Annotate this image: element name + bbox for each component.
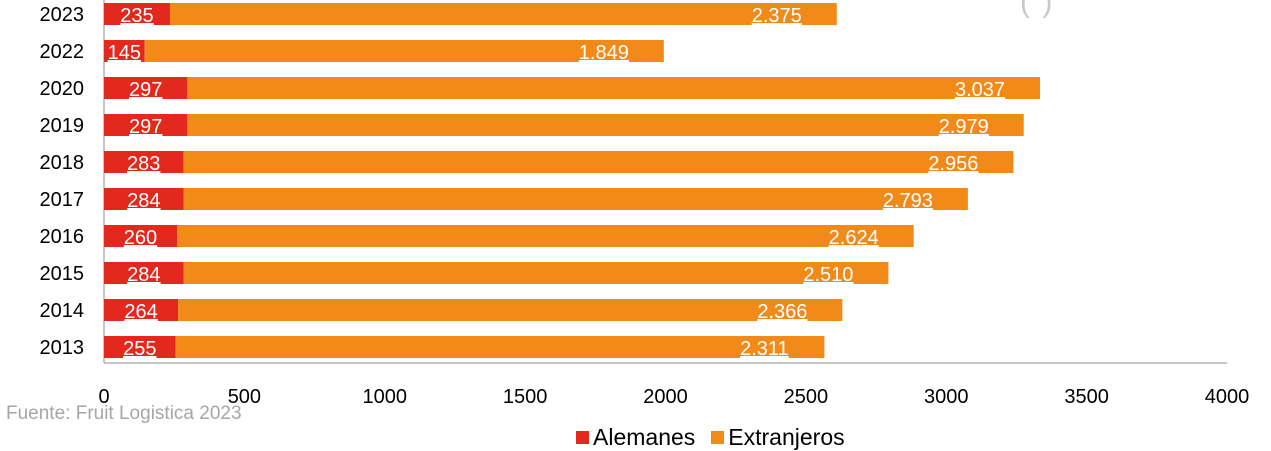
- source-note: Fuente: Fruit Logistica 2023: [6, 403, 242, 424]
- y-tick-label: 2018: [40, 152, 85, 174]
- x-tick-label: 500: [228, 386, 261, 408]
- bar-extranjeros: [183, 188, 968, 210]
- y-tick-label: 2013: [40, 337, 85, 359]
- data-label-alemanes: 255: [123, 338, 156, 360]
- bar-extranjeros: [183, 151, 1014, 173]
- bar-alemanes: [104, 114, 188, 136]
- x-tick-label: 2500: [784, 386, 829, 408]
- data-label-alemanes: 283: [127, 153, 160, 175]
- data-label-alemanes: 264: [124, 301, 157, 323]
- data-label-alemanes: 284: [127, 264, 160, 286]
- data-label-extranjeros: 3.037: [955, 79, 1005, 101]
- y-tick-label: 2014: [40, 300, 85, 322]
- data-label-extranjeros: 2.375: [752, 5, 802, 27]
- bar-extranjeros: [175, 336, 825, 358]
- legend-label-alemanes: Alemanes: [593, 424, 696, 450]
- bar-alemanes: [104, 336, 176, 358]
- bar-extranjeros: [178, 299, 843, 321]
- data-label-alemanes: 260: [124, 227, 157, 249]
- y-tick-label: 2015: [40, 263, 85, 285]
- y-tick-label: 2019: [40, 115, 85, 137]
- data-label-extranjeros: 2.366: [757, 301, 807, 323]
- bar-alemanes: [104, 299, 179, 321]
- x-tick-label: 1000: [363, 386, 408, 408]
- x-tick-label: 4000: [1205, 386, 1250, 408]
- bar-alemanes: [104, 151, 184, 173]
- y-tick-label: 2020: [40, 78, 85, 100]
- y-tick-label: 2023: [40, 4, 85, 26]
- data-label-extranjeros: 2.624: [829, 227, 879, 249]
- y-tick-label: 2022: [40, 41, 85, 63]
- legend-item-alemanes: Alemanes: [576, 424, 695, 451]
- legend: Alemanes Extranjeros: [576, 424, 861, 451]
- data-label-extranjeros: 2.510: [803, 264, 853, 286]
- data-label-extranjeros: 2.979: [939, 116, 989, 138]
- data-label-alemanes: 284: [127, 190, 160, 212]
- legend-swatch-alemanes: [576, 431, 589, 444]
- bar-alemanes: [104, 3, 170, 25]
- data-label-extranjeros: 2.311: [740, 338, 789, 360]
- bar-alemanes: [104, 262, 184, 284]
- x-tick-label: 3000: [924, 386, 969, 408]
- bar-extranjeros: [187, 114, 1024, 136]
- bar-extranjeros: [183, 262, 889, 284]
- bar-extranjeros: [176, 225, 914, 247]
- data-label-extranjeros: 1.849: [579, 42, 629, 64]
- legend-item-extranjeros: Extranjeros: [711, 424, 845, 451]
- legend-label-extranjeros: Extranjeros: [728, 424, 845, 450]
- x-tick-label: 2000: [643, 386, 688, 408]
- data-label-alemanes: 145: [108, 42, 141, 64]
- y-tick-label: 2017: [40, 189, 85, 211]
- x-tick-label: 1500: [503, 386, 548, 408]
- bar-extranjeros: [187, 77, 1041, 99]
- data-label-extranjeros: 2.793: [883, 190, 933, 212]
- bar-alemanes: [104, 40, 145, 62]
- bar-extranjeros: [144, 40, 664, 62]
- x-tick-label: 0: [98, 386, 109, 408]
- x-tick-label: 3500: [1064, 386, 1109, 408]
- y-tick-label: 2016: [40, 226, 85, 248]
- bar-alemanes: [104, 77, 188, 99]
- legend-swatch-extranjeros: [711, 431, 725, 444]
- bar-alemanes: [104, 225, 177, 247]
- data-label-alemanes: 297: [129, 79, 162, 101]
- data-label-extranjeros: 2.956: [928, 153, 978, 175]
- bar-extranjeros: [169, 3, 837, 25]
- bar-alemanes: [104, 188, 184, 210]
- data-label-alemanes: 297: [129, 116, 162, 138]
- chart-title-fragment: ( ): [1020, 0, 1055, 19]
- data-label-alemanes: 235: [120, 5, 153, 27]
